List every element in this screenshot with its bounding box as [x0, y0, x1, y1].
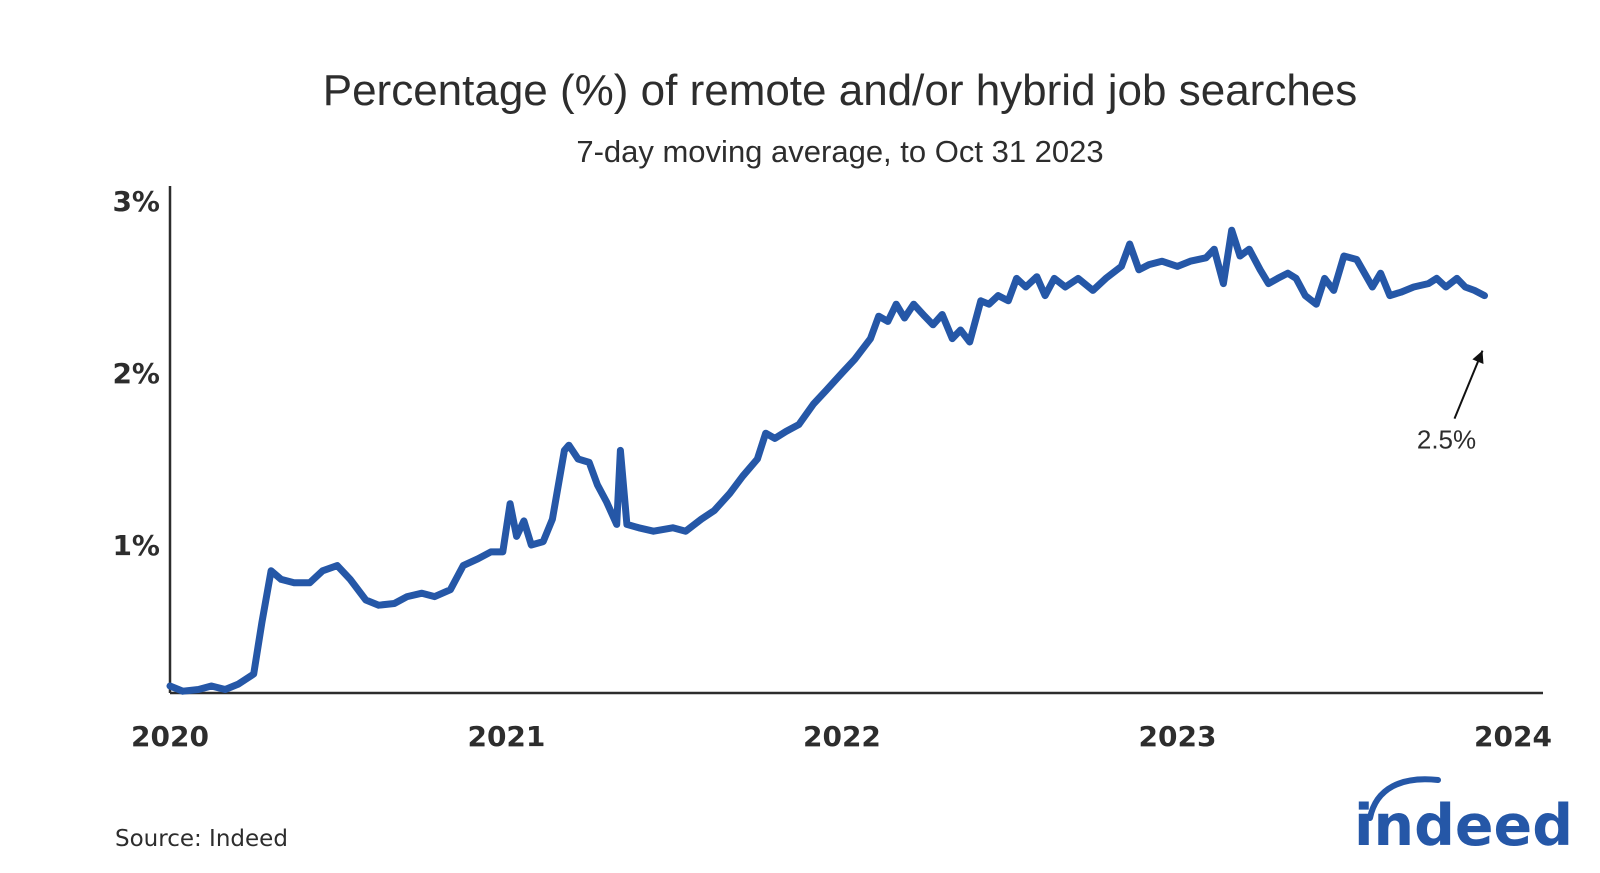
chart-subtitle: 7-day moving average, to Oct 31 2023 — [576, 134, 1103, 169]
indeed-logo: indeed — [1354, 776, 1573, 859]
annotation-arrowhead — [1472, 350, 1484, 364]
x-tick-label: 2022 — [803, 720, 881, 753]
x-tick-label: 2021 — [467, 720, 545, 753]
series-line — [166, 226, 1488, 695]
x-tick-label: 2023 — [1139, 720, 1217, 753]
y-axis-ticks: 1% 2% 3% — [112, 185, 160, 562]
x-tick-label: 2024 — [1474, 720, 1552, 753]
x-axis-ticks: 2020 2021 2022 2023 2024 — [131, 720, 1552, 753]
y-tick-label: 3% — [112, 185, 160, 218]
annotation-label: 2.5% — [1417, 425, 1476, 455]
x-tick-label: 2020 — [131, 720, 209, 753]
source-note: Source: Indeed — [115, 826, 288, 852]
annotation: 2.5% — [1417, 350, 1484, 455]
series-layer — [166, 226, 1488, 695]
annotation-arrow — [1453, 350, 1484, 419]
logo-arc-icon — [1367, 776, 1441, 821]
y-tick-label: 1% — [112, 529, 160, 562]
chart-title: Percentage (%) of remote and/or hybrid j… — [323, 66, 1358, 115]
y-tick-label: 2% — [112, 357, 160, 390]
logo-wordmark: indeed — [1354, 793, 1573, 859]
